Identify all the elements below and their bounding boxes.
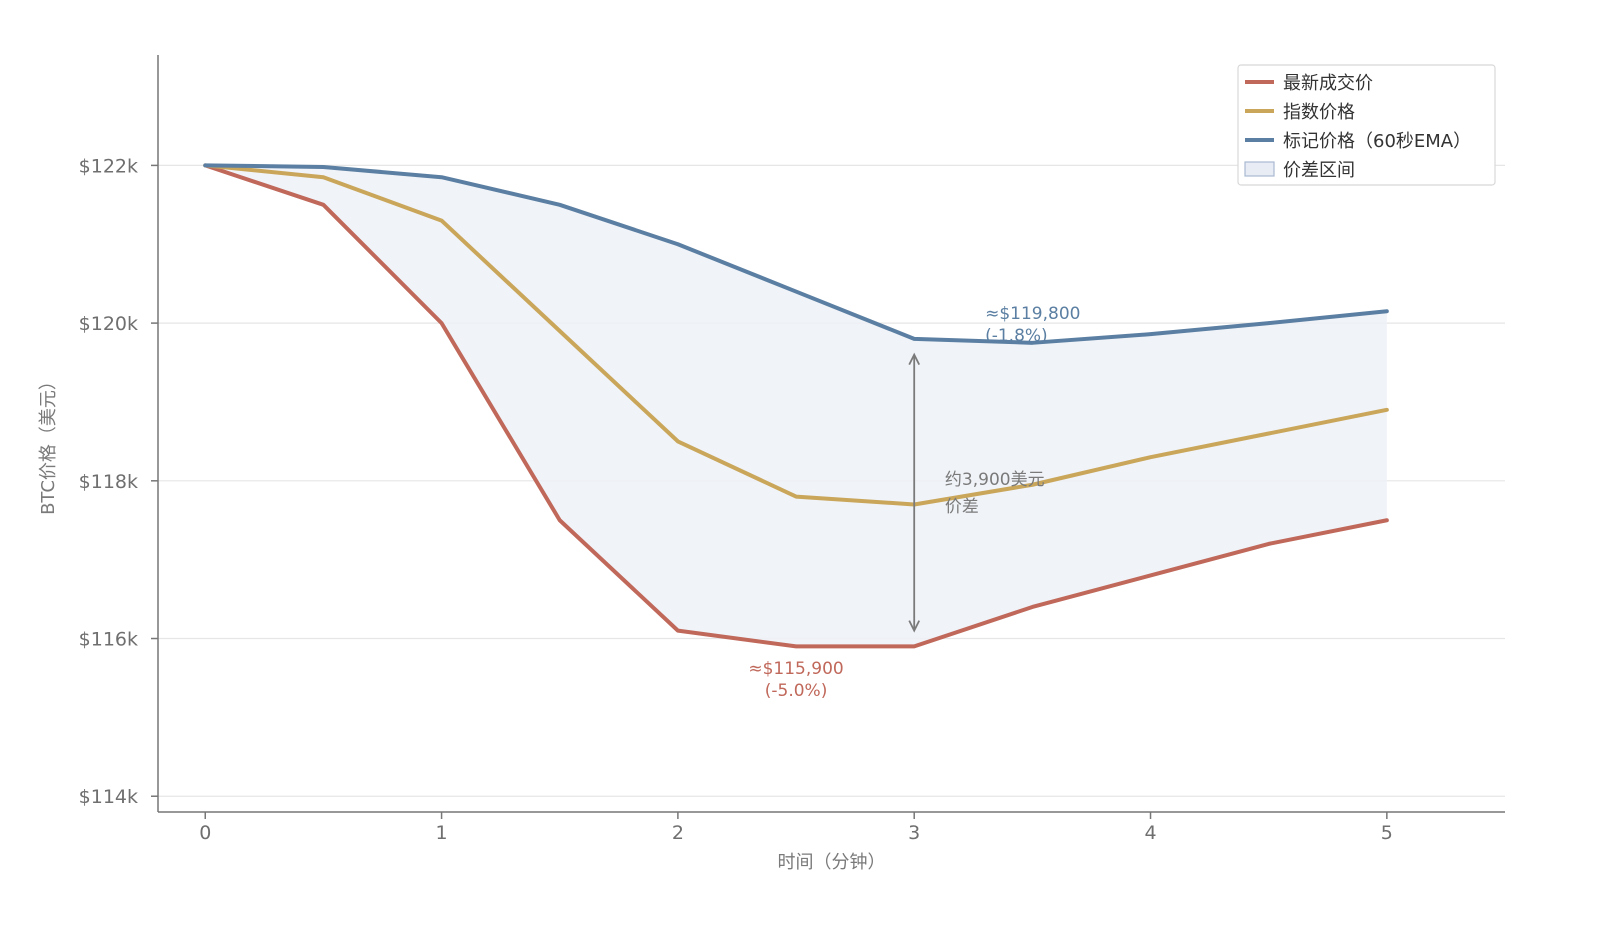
spread-arrow-head-top bbox=[908, 352, 921, 366]
annotation-sublabel: (-5.0%) bbox=[765, 681, 828, 701]
annotation-label: ≈$119,800 bbox=[985, 304, 1080, 324]
legend-swatch-band bbox=[1244, 161, 1275, 177]
series-line-0 bbox=[203, 163, 1389, 649]
legend-label-2: 标记价格（60秒EMA） bbox=[1283, 131, 1471, 152]
x-tick-label: 3 bbox=[908, 822, 920, 844]
x-tick-label: 5 bbox=[1381, 822, 1393, 844]
series-line-2 bbox=[203, 163, 1389, 345]
x-tick-label: 0 bbox=[199, 822, 211, 844]
x-axis-title: 时间（分钟） bbox=[778, 852, 886, 873]
y-tick-label: $118k bbox=[79, 471, 138, 493]
annotation-label: ≈$115,900 bbox=[748, 659, 843, 679]
annotation-sublabel: (-1.8%) bbox=[985, 326, 1048, 346]
y-tick-label: $116k bbox=[79, 629, 138, 651]
x-tick-label: 1 bbox=[436, 822, 448, 844]
annotation-label: 约3,900美元 bbox=[945, 470, 1045, 490]
annotation-sublabel: 价差 bbox=[945, 497, 979, 517]
legend-label-0: 最新成交价 bbox=[1283, 73, 1373, 94]
y-tick-label: $114k bbox=[79, 786, 138, 808]
legend-label-1: 指数价格 bbox=[1283, 102, 1355, 123]
series-lines bbox=[203, 163, 1389, 649]
series-line-1 bbox=[203, 163, 1389, 507]
y-axis-title: BTC价格（美元） bbox=[38, 372, 59, 515]
axes bbox=[151, 55, 1505, 819]
legend-box bbox=[1237, 64, 1496, 186]
x-tick-label: 4 bbox=[1144, 822, 1156, 844]
spread-band bbox=[205, 165, 1387, 647]
annotations: ≈$119,800(-1.8%) ≈$115,900(-5.0%) 约3,900美元… bbox=[748, 304, 1080, 701]
tick-labels: $114k $116k $118k $120k $122k 0 1 2 3 4 5 bbox=[79, 155, 1393, 844]
spread-arrow-head-bottom bbox=[908, 620, 921, 633]
legend-label-band: 价差区间 bbox=[1283, 160, 1355, 181]
x-tick-label: 2 bbox=[672, 822, 684, 844]
y-tick-label: $120k bbox=[79, 313, 138, 335]
y-tick-label: $122k bbox=[79, 155, 138, 177]
